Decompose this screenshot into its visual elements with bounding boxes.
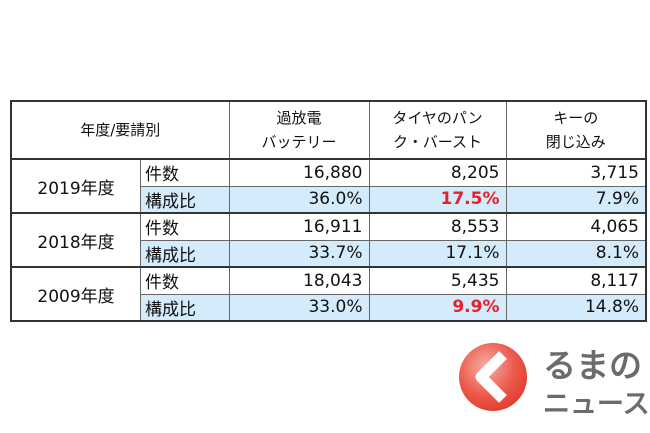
value-cell: 16,911 <box>228 212 370 241</box>
logo-circle <box>459 343 527 411</box>
year-cell: 2018年度 <box>10 212 142 268</box>
value-cell: 16,880 <box>228 158 370 187</box>
logo-text: ニュース <box>543 389 650 420</box>
row-label: 構成比 <box>140 293 230 322</box>
header-text: 過放電 <box>276 109 322 127</box>
value-cell: 4,065 <box>505 212 647 241</box>
data-row: 構成比 36.0% 17.5% 7.9% <box>11 185 647 214</box>
header-text: 閉じ込み <box>545 133 606 151</box>
value-cell: 8,553 <box>368 212 507 241</box>
row-label: 件数 <box>140 266 230 295</box>
header-text: タイヤのパン <box>392 109 483 127</box>
value-cell: 14.8% <box>505 293 647 322</box>
data-row: 構成比 33.0% 9.9% 14.8% <box>11 293 647 322</box>
value-cell: 9.9% <box>368 293 507 322</box>
year-cell: 2019年度 <box>10 158 142 214</box>
value-cell: 5,435 <box>368 266 507 295</box>
value-cell: 3,715 <box>505 158 647 187</box>
value-cell: 33.0% <box>228 293 370 322</box>
logo: るまの ニュース <box>459 343 650 420</box>
row-label: 構成比 <box>140 239 230 268</box>
logo-chevron <box>475 351 507 403</box>
header-text: ク・バースト <box>393 133 482 151</box>
data-table: 年度/要請別 過放電 バッテリー タイヤのパン ク・バースト キーの 閉じ込み 2019年度件… <box>10 100 647 322</box>
row-label: 件数 <box>140 212 230 241</box>
header-row: 年度/要請別 過放電 バッテリー タイヤのパン ク・バースト キーの 閉じ込み <box>10 100 647 160</box>
data-row: 2019年度 件数 16,880 8,205 3,715 <box>10 158 647 214</box>
header-text: バッテリー <box>261 133 337 151</box>
value-cell: 17.5% <box>368 185 507 214</box>
value-cell: 8.1% <box>505 239 647 268</box>
value-cell: 8,117 <box>505 266 647 295</box>
value-cell: 17.1% <box>368 239 507 268</box>
logo-text: るまの <box>543 346 642 385</box>
value-cell: 18,043 <box>228 266 370 295</box>
value-cell: 33.7% <box>228 239 370 268</box>
value-cell: 36.0% <box>228 185 370 214</box>
header-text: キーの <box>553 109 599 127</box>
header-cell: 過放電 バッテリー <box>228 100 370 160</box>
data-row: 構成比 33.7% 17.1% 8.1% <box>11 239 647 268</box>
value-cell: 7.9% <box>505 185 647 214</box>
row-label: 構成比 <box>140 185 230 214</box>
year-cell: 2009年度 <box>10 266 142 322</box>
header-cell: タイヤのパン ク・バースト <box>368 100 507 160</box>
header-text: 年度/要請別 <box>80 121 161 139</box>
header-cell: キーの 閉じ込み <box>505 100 647 160</box>
data-row: 2018年度 件数 16,911 8,553 4,065 <box>10 212 647 268</box>
value-cell: 8,205 <box>368 158 507 187</box>
row-label: 件数 <box>140 158 230 187</box>
data-row: 2009年度 件数 18,043 5,435 8,117 <box>10 266 647 322</box>
header-cell: 年度/要請別 <box>10 100 230 160</box>
